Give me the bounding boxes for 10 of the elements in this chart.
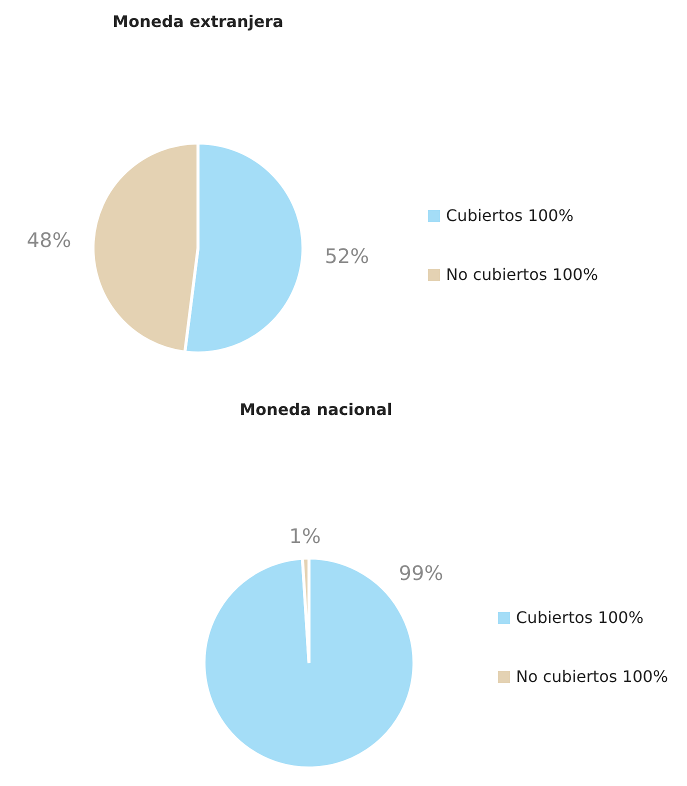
legend-label: No cubiertos 100% xyxy=(516,667,668,686)
legend-label: Cubiertos 100% xyxy=(446,206,574,225)
data-label: 1% xyxy=(289,524,321,548)
legend-label: No cubiertos 100% xyxy=(446,265,598,284)
data-label: 48% xyxy=(26,228,72,252)
data-label: 52% xyxy=(324,244,370,268)
data-label: 99% xyxy=(398,561,444,586)
legend-label: Cubiertos 100% xyxy=(516,608,644,627)
chart-title: Moneda extranjera xyxy=(112,12,284,31)
chart-title: Moneda nacional xyxy=(238,400,394,419)
